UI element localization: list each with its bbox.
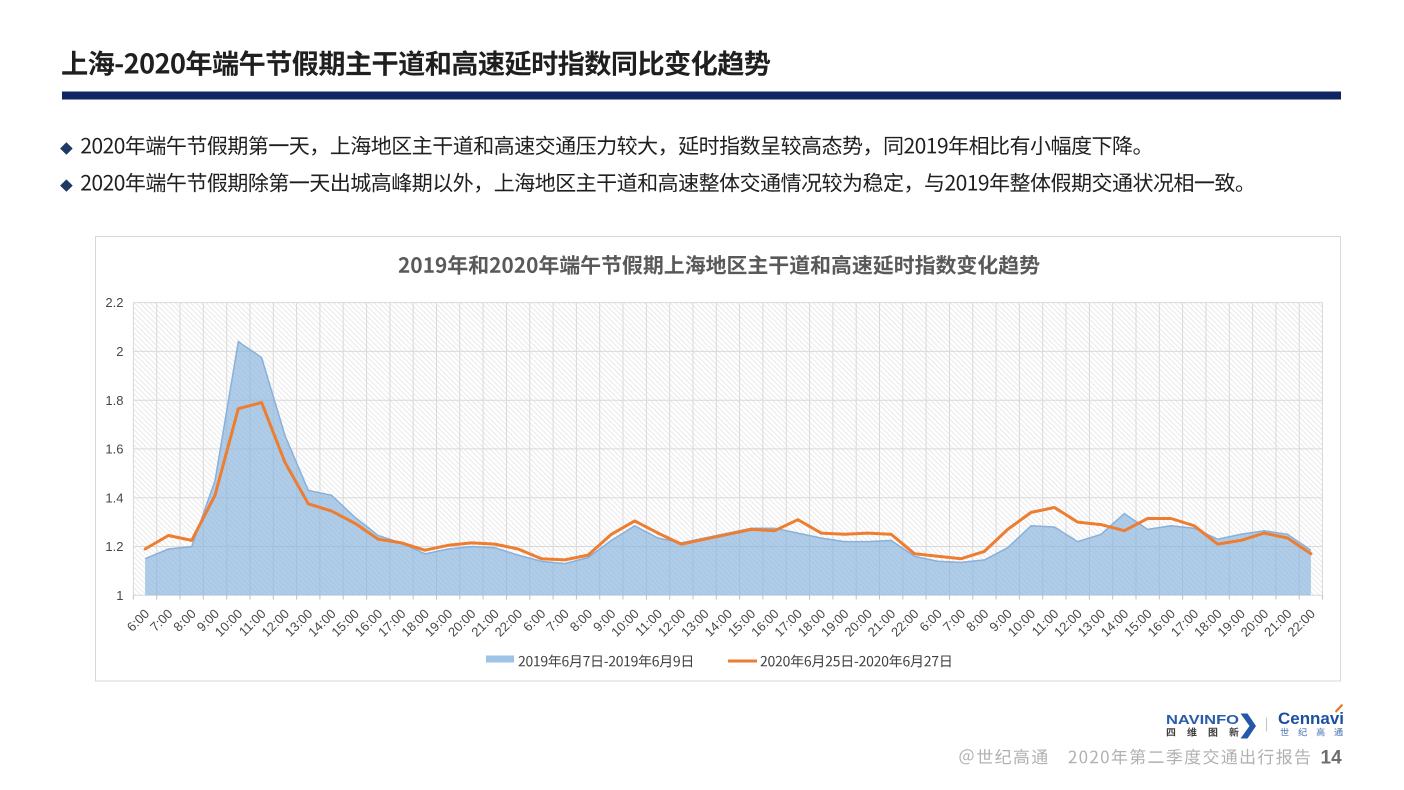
svg-text:1.6: 1.6 <box>105 442 123 457</box>
svg-text:1.8: 1.8 <box>105 393 123 408</box>
svg-text:2: 2 <box>116 344 123 359</box>
svg-text:2.2: 2.2 <box>105 295 123 310</box>
svg-text:NAVINFO: NAVINFO <box>1166 713 1239 727</box>
svg-text:Cennavi: Cennavi <box>1278 710 1344 728</box>
svg-text:14: 14 <box>1321 748 1343 769</box>
svg-text:1.2: 1.2 <box>105 539 123 554</box>
svg-text:1: 1 <box>116 588 123 603</box>
svg-text:1.4: 1.4 <box>105 490 123 505</box>
